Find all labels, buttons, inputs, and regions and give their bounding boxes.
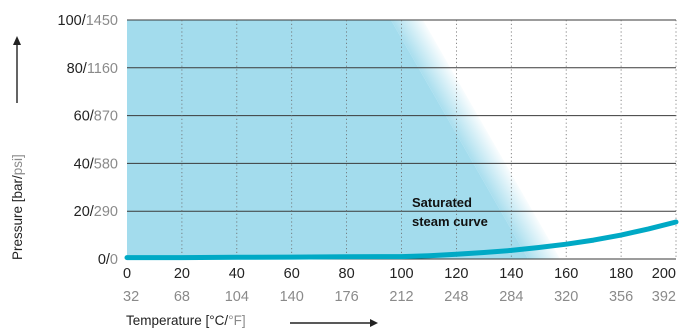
x-tick-label-f: 140 [280,289,304,305]
x-tick-label-f: 212 [389,289,413,305]
y-tick-label: 100/1450 [58,13,119,29]
x-tick-label-c: 160 [554,266,578,282]
y-tick-label: 0/0 [98,252,118,268]
y-tick-bar: 80/ [67,61,88,77]
y-tick-bar: 20/ [74,204,95,220]
x-tick-label-c: 140 [499,266,523,282]
y-tick-label: 80/1160 [67,61,118,77]
saturated-region-core [127,20,529,259]
y-tick-bar: 100/ [58,13,87,29]
x-tick-label-c: 180 [609,266,633,282]
x-tick-label-c: 200 [652,266,676,282]
x-tick-label-f: 104 [225,289,249,305]
x-tick-label-c: 0 [123,266,131,282]
x-tick-label-f: 392 [652,289,676,305]
y-tick-bar: 60/ [74,109,95,125]
x-tick-label-f: 356 [609,289,633,305]
y-tick-psi: 290 [94,204,118,220]
y-axis-arrow [13,36,21,103]
saturated-region-edge [390,20,561,259]
annotation-line-1: Saturated [412,195,472,210]
y-tick-psi: 870 [94,109,118,125]
y-tick-label: 40/580 [74,156,118,172]
x-tick-label-f: 248 [444,289,468,305]
x-axis-arrow [290,319,378,327]
x-tick-label-c: 100 [389,266,413,282]
y-tick-label: 60/870 [74,109,118,125]
y-tick-bar: 40/ [74,156,95,172]
x-tick-label-c: 80 [339,266,355,282]
x-axis-title-primary: Temperature [°C/ [126,313,228,328]
y-axis-title-secondary: psi] [10,154,25,175]
x-tick-label-c: 60 [284,266,300,282]
y-tick-label: 20/290 [74,204,118,220]
x-tick-label-c: 120 [444,266,468,282]
x-axis-title-secondary: °F] [228,313,245,328]
x-tick-label-f: 68 [174,289,190,305]
y-tick-bar: 0/ [98,252,111,268]
y-tick-psi: 580 [94,156,118,172]
y-axis-title-primary: Pressure [bar/ [10,175,25,260]
x-tick-label-c: 40 [229,266,245,282]
y-tick-psi: 0 [110,252,118,268]
x-tick-label-f: 32 [123,289,139,305]
y-tick-psi: 1450 [86,13,118,29]
annotation-line-2: steam curve [412,214,488,229]
x-tick-label-f: 320 [554,289,578,305]
x-tick-label-f: 284 [499,289,523,305]
x-tick-label-f: 176 [334,289,358,305]
x-tick-label-c: 20 [174,266,190,282]
x-axis-title: Temperature [°C/°F] [126,313,246,328]
y-axis-title: Pressure [bar/psi] [10,154,25,260]
saturated-steam-curve [124,219,679,261]
y-tick-psi: 1160 [87,61,118,77]
